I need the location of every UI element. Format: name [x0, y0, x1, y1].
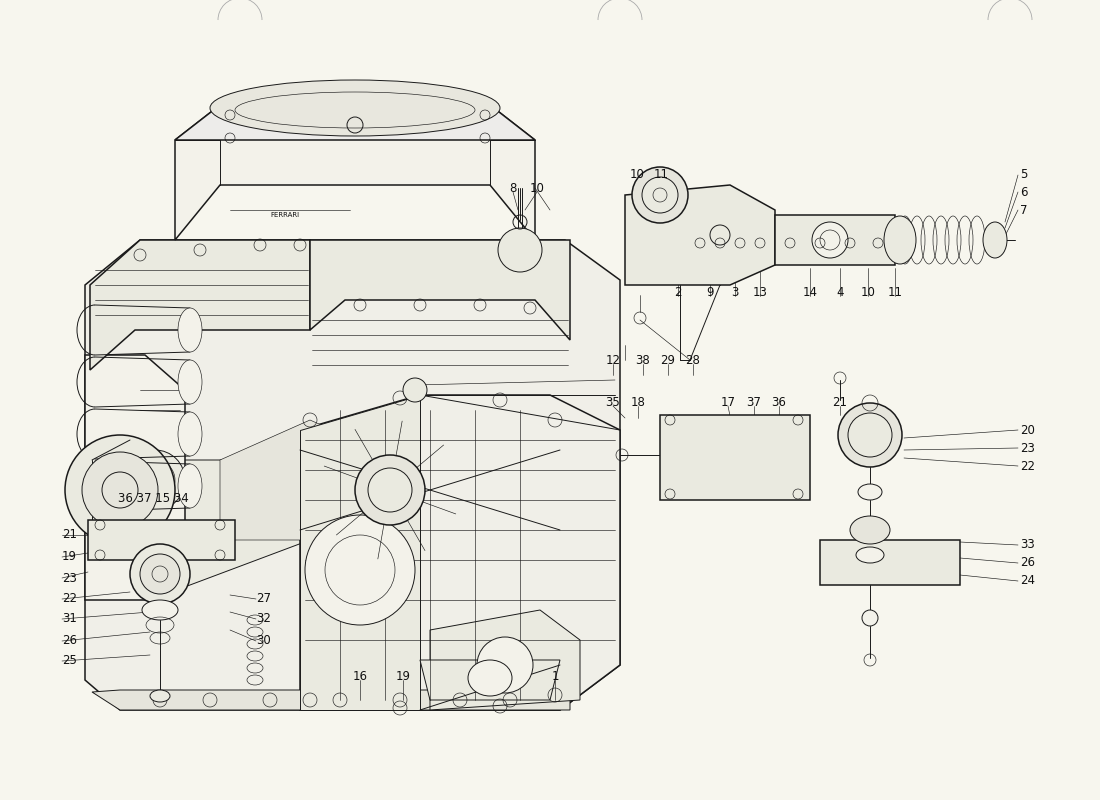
- Ellipse shape: [368, 468, 412, 512]
- Ellipse shape: [858, 484, 882, 500]
- Text: 19: 19: [396, 670, 410, 682]
- Text: 27: 27: [256, 593, 271, 606]
- Ellipse shape: [468, 660, 512, 696]
- Polygon shape: [175, 105, 535, 240]
- Ellipse shape: [178, 308, 202, 352]
- Text: 17: 17: [720, 395, 736, 409]
- Ellipse shape: [142, 600, 178, 620]
- Ellipse shape: [130, 544, 190, 604]
- Text: 1: 1: [551, 670, 559, 682]
- Text: 7: 7: [1020, 203, 1027, 217]
- Text: 29: 29: [660, 354, 675, 366]
- Text: 33: 33: [1020, 538, 1035, 551]
- Polygon shape: [310, 240, 570, 340]
- Text: 10: 10: [529, 182, 544, 194]
- Text: 23: 23: [62, 571, 77, 585]
- Polygon shape: [430, 610, 580, 710]
- Text: 2: 2: [674, 286, 682, 298]
- Polygon shape: [88, 520, 235, 560]
- Text: 22: 22: [1020, 459, 1035, 473]
- Polygon shape: [420, 660, 560, 700]
- Ellipse shape: [856, 547, 884, 563]
- Polygon shape: [820, 540, 960, 585]
- Text: 20: 20: [1020, 423, 1035, 437]
- Text: FERRARI: FERRARI: [271, 212, 299, 218]
- Text: 3: 3: [732, 286, 739, 298]
- Text: 35: 35: [606, 395, 620, 409]
- Ellipse shape: [178, 360, 202, 404]
- Text: 6: 6: [1020, 186, 1027, 198]
- Text: 11: 11: [653, 169, 669, 182]
- Text: 21: 21: [833, 395, 847, 409]
- Ellipse shape: [498, 228, 542, 272]
- Ellipse shape: [82, 452, 158, 528]
- Ellipse shape: [140, 554, 180, 594]
- Ellipse shape: [305, 515, 415, 625]
- Polygon shape: [175, 105, 535, 140]
- Ellipse shape: [477, 637, 534, 693]
- Text: 10: 10: [629, 169, 645, 182]
- Ellipse shape: [178, 412, 202, 456]
- Text: 26: 26: [62, 634, 77, 647]
- Polygon shape: [220, 420, 400, 540]
- Ellipse shape: [983, 222, 1006, 258]
- Polygon shape: [300, 395, 620, 710]
- Polygon shape: [300, 395, 420, 710]
- Text: 4: 4: [836, 286, 844, 298]
- Ellipse shape: [884, 216, 916, 264]
- Text: 24: 24: [1020, 574, 1035, 587]
- Ellipse shape: [210, 80, 500, 136]
- Text: 25: 25: [62, 654, 77, 667]
- Text: 32: 32: [256, 613, 271, 626]
- Polygon shape: [92, 670, 570, 710]
- Text: 8: 8: [509, 182, 517, 194]
- Text: 36 37 15 34: 36 37 15 34: [118, 491, 189, 505]
- Text: 19: 19: [62, 550, 77, 563]
- Text: 14: 14: [803, 286, 817, 298]
- Text: 22: 22: [62, 593, 77, 606]
- Ellipse shape: [403, 378, 427, 402]
- Ellipse shape: [812, 222, 848, 258]
- Ellipse shape: [632, 167, 688, 223]
- Text: 5: 5: [1020, 169, 1027, 182]
- Polygon shape: [90, 460, 310, 600]
- Ellipse shape: [125, 450, 185, 510]
- Text: 21: 21: [62, 529, 77, 542]
- Ellipse shape: [848, 413, 892, 457]
- Polygon shape: [776, 215, 895, 265]
- Text: 30: 30: [256, 634, 271, 647]
- Ellipse shape: [150, 690, 170, 702]
- Text: 12: 12: [605, 354, 620, 366]
- Text: 23: 23: [1020, 442, 1035, 454]
- Ellipse shape: [862, 610, 878, 626]
- Polygon shape: [625, 185, 776, 285]
- Ellipse shape: [850, 516, 890, 544]
- Polygon shape: [85, 240, 620, 710]
- Ellipse shape: [355, 455, 425, 525]
- Polygon shape: [90, 240, 310, 370]
- Text: 36: 36: [771, 395, 786, 409]
- Polygon shape: [660, 415, 810, 500]
- Text: 31: 31: [62, 613, 77, 626]
- Text: 13: 13: [752, 286, 768, 298]
- Polygon shape: [310, 425, 590, 545]
- Text: 11: 11: [888, 286, 902, 298]
- Text: 9: 9: [706, 286, 714, 298]
- Text: 26: 26: [1020, 557, 1035, 570]
- Text: 28: 28: [685, 354, 701, 366]
- Text: 10: 10: [860, 286, 876, 298]
- Text: 16: 16: [352, 670, 367, 682]
- Ellipse shape: [838, 403, 902, 467]
- Ellipse shape: [178, 464, 202, 508]
- Text: 37: 37: [747, 395, 761, 409]
- Ellipse shape: [642, 177, 678, 213]
- Polygon shape: [85, 355, 185, 600]
- Text: 18: 18: [630, 395, 646, 409]
- Text: 38: 38: [636, 354, 650, 366]
- Ellipse shape: [65, 435, 175, 545]
